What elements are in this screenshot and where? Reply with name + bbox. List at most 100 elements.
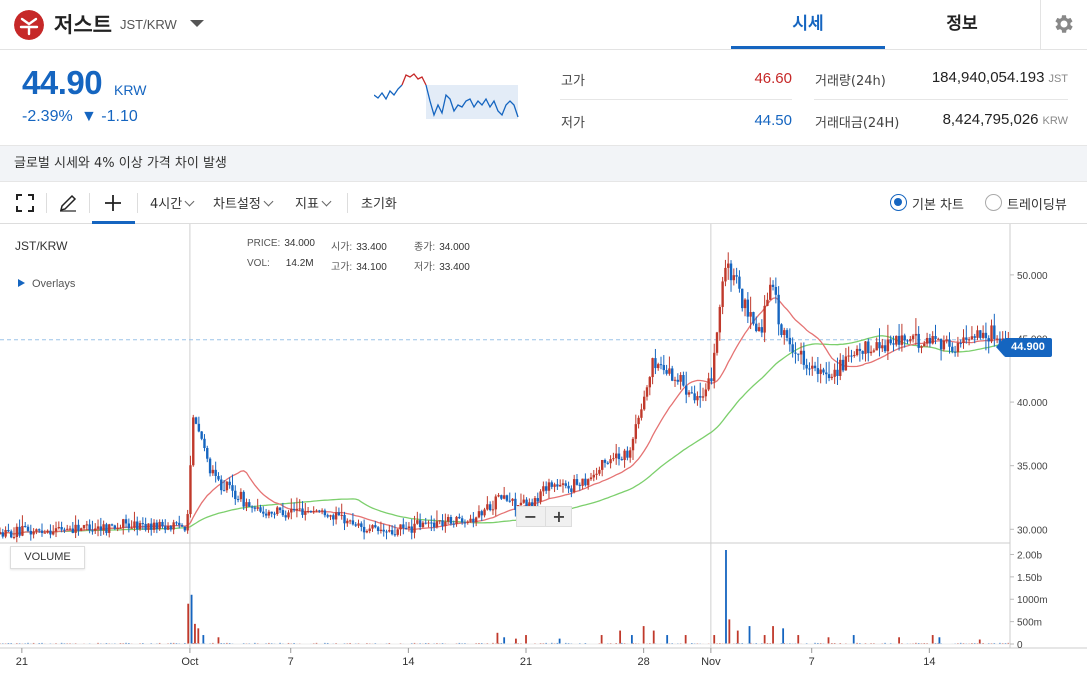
candle-body — [38, 529, 41, 531]
chart-pair-label: JST/KRW — [15, 239, 68, 253]
candle-body — [600, 459, 604, 470]
candle-body — [825, 372, 828, 375]
toolbar-divider — [347, 193, 348, 213]
candle-body — [309, 510, 313, 512]
candle-body — [206, 448, 209, 459]
candle-body — [791, 344, 794, 353]
candle-body — [250, 506, 254, 508]
candlestick-chart[interactable]: 30.00035.00040.00045.00050.0000500m1000m… — [0, 224, 1087, 678]
volume-bar — [388, 642, 391, 644]
time-tick-label: 21 — [16, 656, 28, 668]
candle-body — [942, 340, 946, 350]
volume-spike-bar — [600, 635, 603, 644]
candle-body — [26, 526, 30, 531]
candle-body — [108, 524, 111, 533]
fullscreen-icon[interactable] — [15, 193, 35, 213]
stat-divider-2 — [814, 99, 1068, 100]
candle-body — [911, 335, 915, 340]
candle-body — [816, 368, 820, 374]
candle-body — [822, 369, 825, 373]
candle-body — [883, 345, 887, 352]
volume-toggle-button[interactable]: VOLUME — [10, 546, 85, 569]
crosshair-icon[interactable] — [103, 193, 123, 213]
reset-button[interactable]: 초기화 — [361, 197, 397, 212]
candle-body — [435, 521, 439, 528]
tab-info[interactable]: 정보 — [946, 14, 978, 34]
candle-body — [304, 511, 307, 515]
tradingview-radio[interactable] — [985, 194, 1002, 211]
candle-body — [528, 502, 531, 507]
zoom-out-button[interactable]: − — [523, 507, 538, 526]
candle-body — [609, 459, 612, 464]
candle-body — [169, 526, 173, 530]
pencil-icon[interactable] — [58, 193, 78, 213]
chart-settings-label: 차트설정 — [213, 197, 261, 212]
candle-body — [203, 438, 206, 449]
interval-dropdown[interactable]: 4시간 — [150, 193, 195, 212]
candle-body — [54, 528, 58, 532]
candle-body — [897, 335, 901, 345]
candle-body — [130, 527, 133, 529]
coin-dropdown-icon[interactable] — [188, 15, 206, 33]
candle-body — [763, 305, 766, 333]
candle-body — [833, 369, 836, 377]
candle-body — [306, 510, 310, 512]
volume-spike-bar — [630, 635, 633, 644]
candle-body — [236, 499, 240, 501]
candle-body — [166, 526, 170, 530]
volume-bar — [287, 642, 290, 644]
candle-body — [755, 323, 758, 332]
candle-body — [248, 502, 251, 507]
candle-body — [99, 526, 103, 531]
candle-body — [811, 365, 814, 369]
candle-body — [783, 330, 786, 336]
candle-body — [323, 510, 327, 516]
candle-body — [186, 514, 189, 531]
tradingview-label[interactable]: 트레이딩뷰 — [1007, 198, 1067, 213]
candle-body — [693, 393, 696, 401]
candle-body — [858, 348, 862, 351]
candle-body — [710, 378, 713, 382]
candle-body — [290, 508, 293, 513]
candle-body — [343, 514, 346, 524]
candle-body — [715, 332, 719, 353]
basic-chart-radio[interactable] — [890, 194, 907, 211]
candle-body — [371, 525, 374, 529]
candle-body — [402, 524, 405, 528]
chart-settings-dropdown[interactable]: 차트설정 — [213, 193, 274, 212]
trade-value-unit: KRW — [1042, 115, 1068, 127]
candle-body — [141, 523, 145, 525]
volume-spike-bar — [782, 628, 785, 644]
price-chart-area[interactable]: 30.00035.00040.00045.00050.0000500m1000m… — [0, 224, 1087, 678]
volume-spike-bar — [202, 635, 205, 644]
candle-body — [96, 526, 100, 529]
tab-market[interactable]: 시세 — [731, 0, 885, 49]
candle-body — [360, 523, 363, 527]
mini-price-chart — [374, 71, 528, 127]
candle-body — [136, 521, 139, 530]
overlays-toggle[interactable]: Overlays — [18, 278, 75, 290]
candle-body — [94, 528, 97, 531]
basic-chart-label[interactable]: 기본 차트 — [912, 198, 964, 213]
volume-bar — [32, 642, 35, 644]
indicators-dropdown[interactable]: 지표 — [295, 193, 332, 212]
stat-divider — [560, 99, 792, 100]
volume-bar — [545, 642, 547, 644]
zoom-in-button[interactable]: + — [545, 507, 572, 526]
candle-body — [923, 343, 926, 347]
candle-body — [505, 495, 509, 501]
toolbar-divider — [137, 193, 138, 213]
volume-bar — [497, 642, 500, 644]
candle-body — [721, 281, 724, 307]
time-tick-label: 28 — [638, 656, 650, 668]
candle-body — [889, 339, 892, 344]
candle-body — [348, 520, 352, 522]
gear-icon[interactable] — [1052, 12, 1076, 36]
candle-body — [152, 522, 156, 530]
volume-bar — [814, 642, 816, 644]
candle-body — [220, 479, 223, 491]
candle-body — [287, 512, 290, 518]
candle-body — [178, 522, 181, 526]
candle-body — [262, 511, 265, 514]
candle-body — [253, 507, 257, 509]
